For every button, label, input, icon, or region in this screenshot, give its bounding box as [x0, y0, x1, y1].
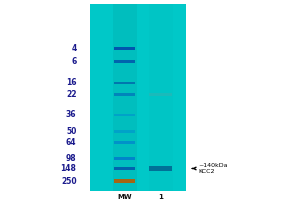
- FancyBboxPatch shape: [114, 130, 135, 133]
- Text: 6: 6: [71, 57, 76, 66]
- Text: 148: 148: [61, 164, 76, 173]
- FancyBboxPatch shape: [114, 47, 135, 50]
- FancyBboxPatch shape: [114, 93, 135, 96]
- FancyBboxPatch shape: [112, 4, 136, 191]
- Text: MW: MW: [117, 194, 132, 200]
- FancyBboxPatch shape: [114, 157, 135, 160]
- Text: ~140kDa
KCC2: ~140kDa KCC2: [192, 163, 227, 174]
- FancyBboxPatch shape: [114, 167, 135, 170]
- FancyBboxPatch shape: [114, 82, 135, 84]
- Text: 250: 250: [61, 177, 76, 186]
- FancyBboxPatch shape: [148, 4, 172, 191]
- Text: 1: 1: [158, 194, 163, 200]
- Text: 22: 22: [66, 90, 76, 99]
- FancyBboxPatch shape: [90, 4, 186, 191]
- FancyBboxPatch shape: [114, 114, 135, 116]
- Text: 98: 98: [66, 154, 76, 163]
- FancyBboxPatch shape: [114, 141, 135, 144]
- Text: 4: 4: [71, 44, 76, 53]
- Text: 64: 64: [66, 138, 76, 147]
- FancyBboxPatch shape: [149, 166, 172, 171]
- Text: 16: 16: [66, 78, 76, 87]
- Text: 36: 36: [66, 110, 76, 119]
- FancyBboxPatch shape: [114, 179, 135, 183]
- Text: 50: 50: [66, 127, 76, 136]
- FancyBboxPatch shape: [114, 60, 135, 63]
- FancyBboxPatch shape: [149, 93, 172, 96]
